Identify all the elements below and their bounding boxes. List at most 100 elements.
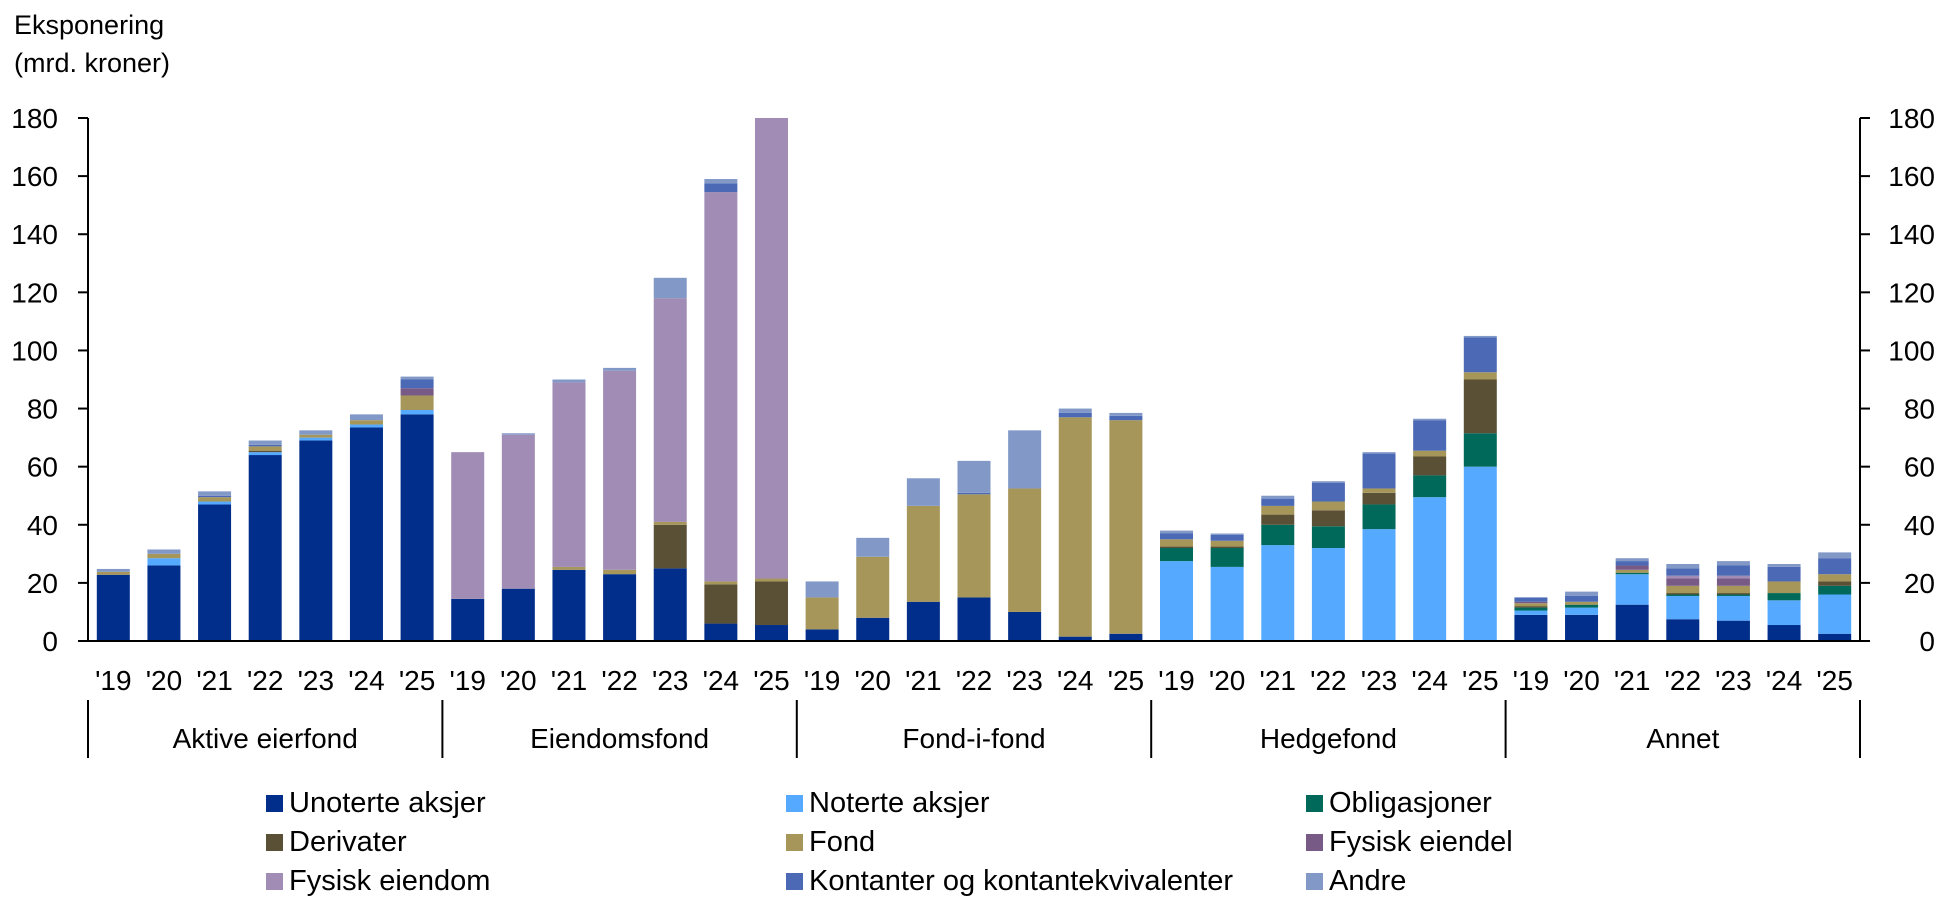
legend-item-derivater: Derivater — [266, 824, 786, 861]
legend-item-fysisk-eiendel: Fysisk eiendel — [1306, 824, 1666, 861]
x-tick-label-year: '24 — [1411, 665, 1448, 696]
bar-segment — [805, 581, 839, 598]
bar-segment — [603, 574, 637, 641]
bar-segment — [1666, 564, 1700, 569]
legend-swatch — [786, 795, 803, 812]
bar-segment — [1767, 593, 1801, 601]
bar-segment — [754, 118, 788, 579]
bar-segment — [805, 629, 839, 641]
bar-segment — [1666, 593, 1700, 595]
y-tick-label-right: 180 — [1888, 103, 1935, 134]
bar-segment — [1210, 540, 1244, 547]
bar-segment — [1210, 534, 1244, 541]
bar-segment — [400, 410, 434, 415]
bar-segment — [1008, 611, 1042, 641]
bar-segment — [400, 414, 434, 641]
bar-segment — [349, 424, 383, 428]
bar-segment — [501, 433, 535, 435]
bar-segment — [1311, 501, 1345, 511]
bar-segment — [1210, 533, 1244, 535]
bar-segment — [856, 537, 890, 557]
bar-segment — [1615, 604, 1649, 641]
bar-segment — [1716, 575, 1750, 579]
legend-item-andre: Andre — [1306, 863, 1666, 900]
y-tick-label-left: 100 — [11, 335, 58, 366]
bar-segment — [299, 434, 333, 438]
y-tick-label-right: 80 — [1904, 394, 1935, 425]
bar-segment — [299, 430, 333, 435]
x-group-label: Fond-i-fond — [902, 723, 1045, 754]
bar-segment — [1565, 604, 1599, 608]
bar-segment — [1261, 495, 1295, 499]
bar-segment — [248, 444, 282, 447]
bar-segment — [1210, 546, 1244, 549]
legend-label: Kontanter og kontantekvivalenter — [809, 865, 1233, 897]
y-axis-title-line-1: Eksponering — [14, 10, 165, 40]
bar-segment — [1362, 529, 1396, 641]
x-tick-label-year: '22 — [1665, 665, 1702, 696]
bar-segment — [198, 504, 232, 641]
bar-segment — [754, 581, 788, 626]
bar-segment — [1413, 456, 1447, 476]
bar-segment — [1615, 574, 1649, 605]
bar-segment — [653, 524, 687, 569]
bar-segment — [1767, 566, 1801, 582]
bar-segment — [400, 395, 434, 411]
bar-segment — [1514, 603, 1548, 607]
bar-segment — [1261, 505, 1295, 515]
legend-swatch — [1306, 834, 1323, 851]
bar-segment — [1716, 595, 1750, 621]
legend-label: Fysisk eiendel — [1329, 826, 1513, 858]
bar-segment — [1818, 585, 1852, 595]
bar-segment — [1413, 497, 1447, 641]
bar-segment — [1818, 574, 1852, 582]
bar-segment — [603, 367, 637, 371]
y-axis-title-line-2: (mrd. kroner) — [14, 48, 171, 78]
bar-segment — [1565, 614, 1599, 641]
bar-segment — [1210, 548, 1244, 567]
bar-segment — [198, 495, 232, 498]
legend-swatch — [1306, 873, 1323, 890]
bar-segment — [1311, 510, 1345, 527]
bar-segment — [653, 568, 687, 641]
bar-segment — [704, 183, 738, 193]
x-tick-label-year: '25 — [1108, 665, 1145, 696]
legend-label: Derivater — [289, 826, 407, 858]
bar-segment — [1716, 585, 1750, 594]
bar-segment — [704, 179, 738, 184]
bar-segment — [400, 376, 434, 380]
bar-segment — [1311, 526, 1345, 549]
x-tick-label-year: '21 — [905, 665, 942, 696]
bar-segment — [198, 491, 232, 496]
bar-segment — [957, 494, 991, 598]
bar-segment — [1413, 450, 1447, 457]
bar-segment — [1666, 595, 1700, 620]
bar-segment — [906, 478, 940, 506]
legend-item-noterte-aksjer: Noterte aksjer — [786, 785, 1306, 822]
bar-segment — [147, 565, 181, 641]
bar-segment — [906, 601, 940, 641]
bar-segment — [1109, 415, 1143, 421]
bar-segment — [603, 569, 637, 575]
bar-segment — [1058, 636, 1092, 641]
bar-segment — [1767, 581, 1801, 594]
y-tick-label-right: 160 — [1888, 161, 1935, 192]
x-tick-label-year: '25 — [753, 665, 790, 696]
bar-segment — [248, 452, 282, 456]
bar-segment — [1666, 568, 1700, 576]
x-tick-label-year: '25 — [399, 665, 436, 696]
bar-segment — [1514, 597, 1548, 602]
bar-segment — [198, 497, 232, 502]
x-tick-label-year: '20 — [146, 665, 183, 696]
legend-item-kontanter: Kontanter og kontantekvivalenter — [786, 863, 1306, 900]
bar-segment — [653, 298, 687, 522]
bar-segment — [349, 420, 383, 425]
bar-segment — [1362, 453, 1396, 489]
bar-segment — [1008, 488, 1042, 612]
bar-segment — [1160, 530, 1194, 534]
bar-segment — [1160, 548, 1194, 562]
x-tick-label-year: '19 — [95, 665, 132, 696]
bar-segment — [1565, 607, 1599, 615]
bar-segment — [96, 568, 130, 572]
x-tick-label-year: '21 — [551, 665, 588, 696]
